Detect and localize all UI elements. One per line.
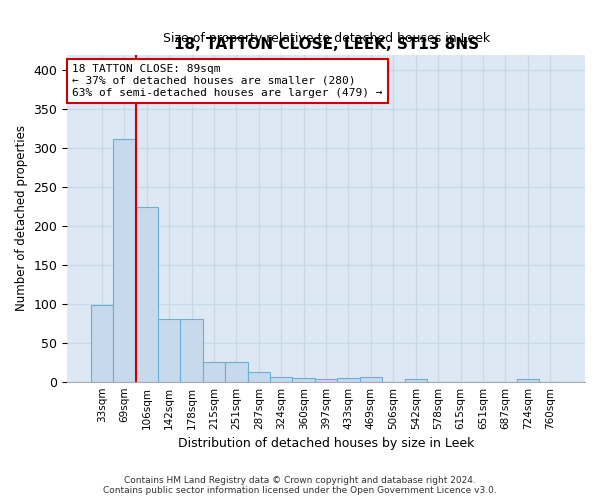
Bar xyxy=(158,320,181,382)
Text: 18 TATTON CLOSE: 89sqm
← 37% of detached houses are smaller (280)
63% of semi-de: 18 TATTON CLOSE: 89sqm ← 37% of detached… xyxy=(73,64,383,98)
Bar xyxy=(517,380,539,382)
Bar xyxy=(248,372,270,382)
Bar xyxy=(136,207,158,382)
Y-axis label: Number of detached properties: Number of detached properties xyxy=(15,125,28,311)
X-axis label: Distribution of detached houses by size in Leek: Distribution of detached houses by size … xyxy=(178,437,474,450)
Bar xyxy=(315,380,337,382)
Bar xyxy=(181,320,203,382)
Bar xyxy=(270,377,292,382)
Bar xyxy=(292,378,315,382)
Bar xyxy=(203,362,225,382)
Title: 18, TATTON CLOSE, LEEK, ST13 8NS: 18, TATTON CLOSE, LEEK, ST13 8NS xyxy=(173,37,479,52)
Bar xyxy=(337,378,360,382)
Bar xyxy=(404,378,427,382)
Bar xyxy=(360,377,382,382)
Bar xyxy=(91,306,113,382)
Text: Size of property relative to detached houses in Leek: Size of property relative to detached ho… xyxy=(163,32,490,44)
Text: Contains HM Land Registry data © Crown copyright and database right 2024.
Contai: Contains HM Land Registry data © Crown c… xyxy=(103,476,497,495)
Bar xyxy=(225,362,248,382)
Bar xyxy=(113,138,136,382)
